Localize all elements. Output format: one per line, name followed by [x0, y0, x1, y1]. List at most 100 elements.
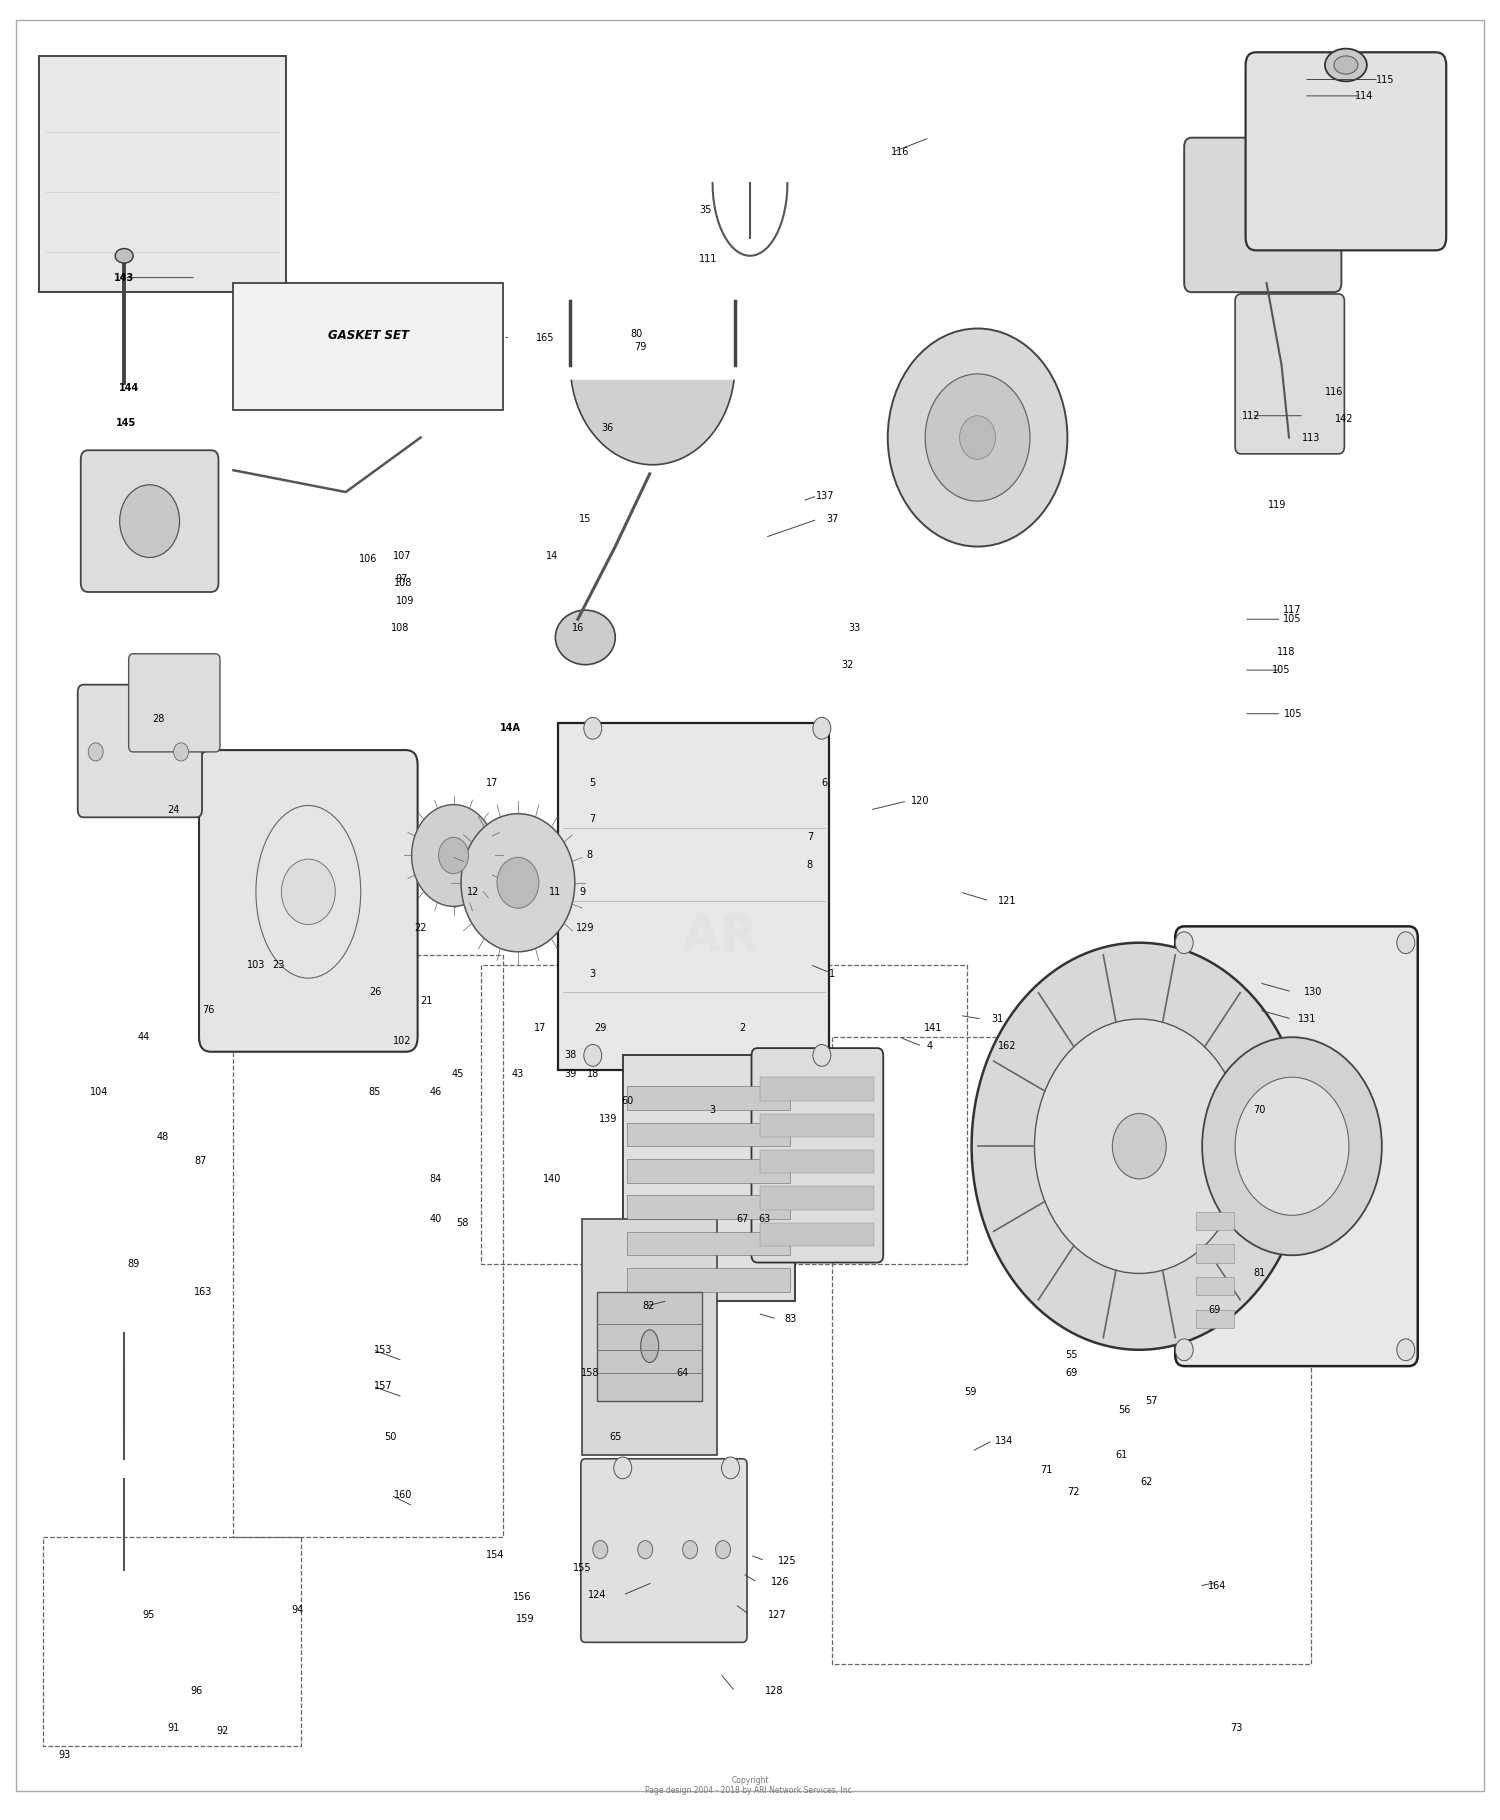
Circle shape [1396, 1340, 1414, 1361]
Circle shape [1035, 1019, 1244, 1274]
Text: 2: 2 [740, 1023, 746, 1034]
FancyBboxPatch shape [558, 723, 830, 1070]
Text: 137: 137 [816, 491, 834, 501]
Text: 70: 70 [1252, 1105, 1264, 1116]
Text: 6: 6 [822, 777, 828, 788]
Text: 60: 60 [621, 1096, 633, 1107]
Text: 3: 3 [590, 968, 596, 979]
FancyBboxPatch shape [1184, 138, 1341, 293]
Text: 28: 28 [153, 713, 165, 724]
Text: 50: 50 [384, 1432, 398, 1441]
Text: 115: 115 [1376, 75, 1394, 84]
Text: 165: 165 [536, 333, 554, 342]
Bar [627, 1232, 790, 1256]
Text: 143: 143 [114, 273, 135, 282]
Text: 55: 55 [1065, 1350, 1078, 1360]
Text: 113: 113 [1302, 433, 1320, 442]
Circle shape [1174, 932, 1192, 954]
Bar [627, 1196, 790, 1219]
Text: 91: 91 [168, 1724, 180, 1733]
Text: Copyright
Page design 2004 - 2018 by ARI Network Services, Inc.: Copyright Page design 2004 - 2018 by ARI… [645, 1776, 855, 1795]
Text: 14: 14 [546, 551, 558, 561]
Bar [627, 1123, 790, 1147]
Text: 23: 23 [272, 959, 285, 970]
Text: 158: 158 [580, 1369, 598, 1378]
Circle shape [960, 415, 996, 459]
FancyBboxPatch shape [200, 750, 417, 1052]
FancyBboxPatch shape [580, 1460, 747, 1642]
Text: 128: 128 [765, 1687, 783, 1696]
Text: 105: 105 [1282, 613, 1300, 624]
Text: 156: 156 [513, 1592, 531, 1602]
Bar [627, 1087, 790, 1110]
Text: 117: 117 [1282, 606, 1300, 615]
Text: 56: 56 [1118, 1405, 1131, 1414]
Text: 111: 111 [699, 255, 717, 264]
Text: 107: 107 [393, 551, 412, 561]
Text: 22: 22 [414, 923, 428, 934]
Text: 4: 4 [927, 1041, 933, 1052]
FancyBboxPatch shape [752, 1048, 884, 1263]
Text: 59: 59 [964, 1387, 976, 1396]
Circle shape [120, 484, 180, 557]
Text: 87: 87 [195, 1156, 207, 1167]
Text: 106: 106 [358, 555, 378, 564]
Text: 17: 17 [486, 777, 498, 788]
Text: 79: 79 [634, 342, 646, 351]
Text: 57: 57 [1144, 1396, 1158, 1405]
Text: 121: 121 [999, 895, 1017, 906]
Text: 112: 112 [1242, 411, 1262, 420]
Text: 67: 67 [736, 1214, 748, 1223]
Text: 141: 141 [924, 1023, 942, 1034]
Text: 96: 96 [190, 1687, 202, 1696]
Text: 160: 160 [393, 1491, 412, 1500]
Text: 104: 104 [90, 1087, 108, 1097]
Text: 7: 7 [590, 814, 596, 824]
Text: 140: 140 [543, 1174, 561, 1185]
Text: 16: 16 [572, 622, 584, 633]
Text: 144: 144 [118, 384, 140, 393]
Text: 155: 155 [573, 1563, 591, 1572]
Text: 81: 81 [1252, 1269, 1264, 1278]
Text: 105: 105 [1272, 664, 1292, 675]
Text: 62: 62 [1140, 1478, 1154, 1487]
Text: 5: 5 [590, 777, 596, 788]
Ellipse shape [640, 1330, 658, 1363]
Text: 108: 108 [393, 579, 412, 588]
FancyBboxPatch shape [1174, 926, 1418, 1367]
Text: 85: 85 [368, 1087, 381, 1097]
Circle shape [813, 1045, 831, 1067]
Text: 93: 93 [58, 1751, 70, 1760]
Text: 12: 12 [466, 886, 478, 897]
Text: 37: 37 [827, 515, 839, 524]
Circle shape [88, 743, 104, 761]
Text: AR: AR [681, 914, 759, 961]
Bar [622, 1056, 795, 1301]
FancyBboxPatch shape [81, 450, 219, 592]
Text: 129: 129 [576, 923, 594, 934]
Text: 92: 92 [217, 1727, 229, 1736]
Text: 11: 11 [549, 886, 561, 897]
Text: 97: 97 [394, 575, 408, 584]
Circle shape [411, 804, 495, 906]
Bar [760, 1077, 874, 1101]
Text: 157: 157 [374, 1381, 393, 1390]
Text: 145: 145 [116, 419, 136, 428]
Ellipse shape [116, 249, 134, 264]
Text: 38: 38 [564, 1050, 576, 1061]
Circle shape [888, 328, 1068, 546]
Text: 71: 71 [1041, 1465, 1053, 1474]
Bar [582, 1219, 717, 1456]
Text: 33: 33 [849, 622, 861, 633]
Text: 43: 43 [512, 1068, 524, 1079]
Bar [597, 1292, 702, 1401]
Bar [1196, 1278, 1233, 1296]
Text: 1: 1 [830, 968, 836, 979]
Text: 31: 31 [992, 1014, 1004, 1025]
Bar [1196, 1310, 1233, 1329]
Text: 103: 103 [246, 959, 266, 970]
Polygon shape [572, 380, 734, 464]
Circle shape [722, 1458, 740, 1480]
Text: 124: 124 [588, 1591, 606, 1600]
Text: 94: 94 [291, 1605, 304, 1614]
